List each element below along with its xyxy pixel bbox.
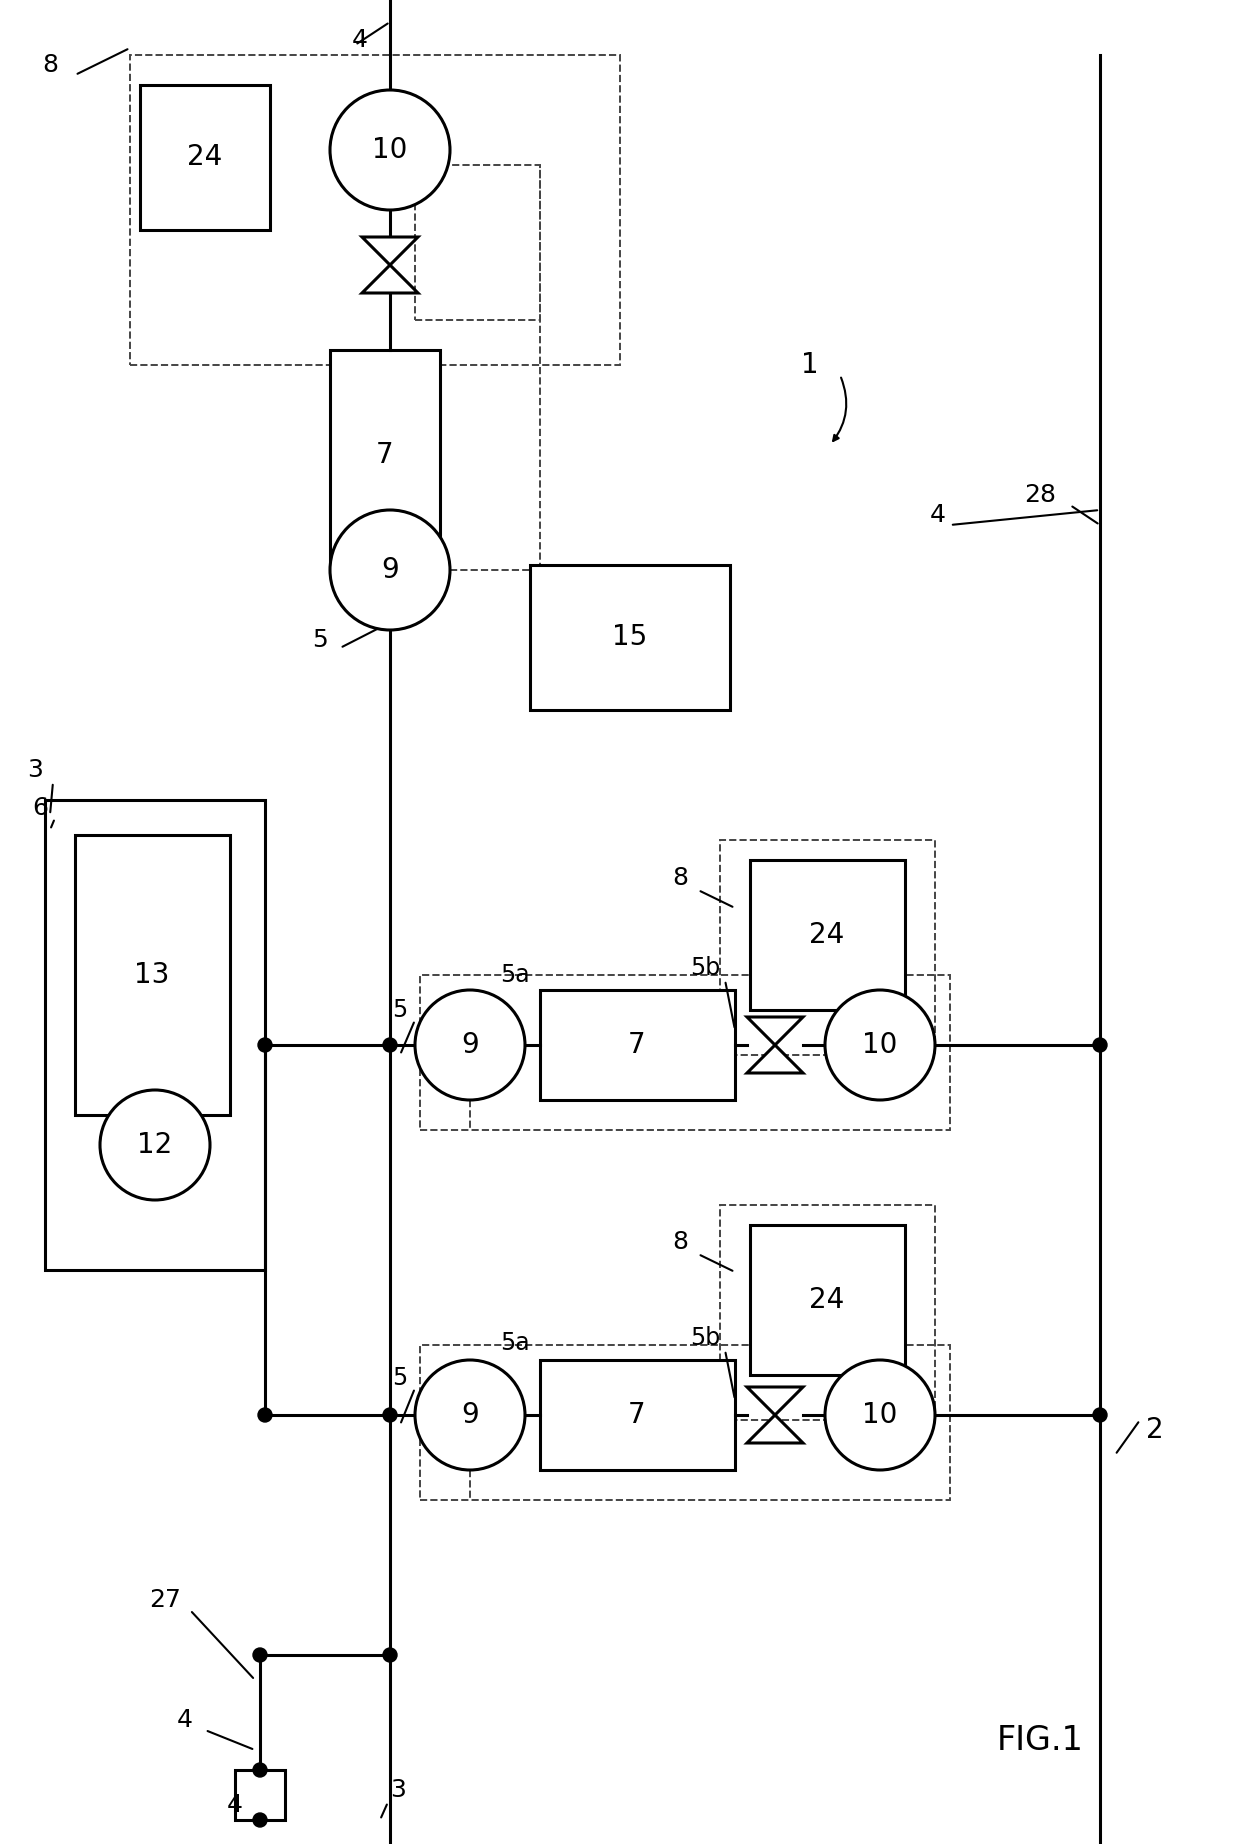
Bar [750, 1224, 905, 1376]
Circle shape [100, 1090, 210, 1200]
Circle shape [330, 511, 450, 631]
Text: 5b: 5b [689, 1326, 720, 1350]
Circle shape [1092, 1038, 1107, 1051]
Text: 10: 10 [372, 136, 408, 164]
Polygon shape [362, 266, 418, 293]
Circle shape [330, 90, 450, 210]
Text: 8: 8 [672, 1230, 688, 1254]
Text: 10: 10 [862, 1401, 898, 1429]
Circle shape [415, 990, 525, 1101]
Text: 7: 7 [629, 1031, 646, 1058]
Bar [539, 1361, 735, 1470]
Text: 4: 4 [352, 28, 368, 52]
Bar [74, 835, 229, 1116]
Text: 8: 8 [42, 53, 58, 77]
Text: 6: 6 [32, 797, 48, 821]
Text: 9: 9 [381, 557, 399, 585]
Text: 5: 5 [312, 629, 327, 653]
Text: 24: 24 [810, 1285, 844, 1315]
Circle shape [825, 1361, 935, 1470]
Text: 12: 12 [138, 1130, 172, 1160]
Polygon shape [746, 1046, 804, 1073]
Bar [720, 1204, 935, 1420]
Text: 5b: 5b [689, 955, 720, 979]
Text: 8: 8 [672, 867, 688, 891]
Bar [236, 1770, 285, 1820]
Polygon shape [362, 238, 418, 266]
Circle shape [415, 1361, 525, 1470]
Text: 3: 3 [27, 758, 43, 782]
Circle shape [253, 1649, 267, 1661]
Text: 5a: 5a [500, 963, 529, 987]
Text: 1: 1 [801, 350, 818, 380]
Circle shape [253, 1813, 267, 1827]
Text: 24: 24 [810, 920, 844, 950]
Text: 5: 5 [392, 1366, 408, 1390]
Text: 7: 7 [376, 441, 394, 468]
Bar [420, 1344, 950, 1499]
Text: 9: 9 [461, 1031, 479, 1058]
Text: 2: 2 [1146, 1416, 1164, 1444]
Text: 24: 24 [187, 144, 223, 171]
Circle shape [383, 1038, 397, 1051]
Circle shape [383, 1649, 397, 1661]
Circle shape [383, 1409, 397, 1422]
Bar [415, 164, 539, 321]
Text: 10: 10 [862, 1031, 898, 1058]
Circle shape [258, 1409, 272, 1422]
Text: 7: 7 [629, 1401, 646, 1429]
Bar [130, 55, 620, 365]
Text: FIG.1: FIG.1 [997, 1724, 1084, 1757]
Text: 4: 4 [177, 1708, 193, 1732]
Text: 27: 27 [149, 1588, 181, 1612]
Text: 13: 13 [134, 961, 170, 988]
Circle shape [258, 1038, 272, 1051]
Text: 15: 15 [613, 623, 647, 651]
Text: 4: 4 [930, 503, 946, 527]
Text: 3: 3 [391, 1778, 405, 1802]
Bar [539, 990, 735, 1101]
Bar [140, 85, 270, 230]
Polygon shape [746, 1387, 804, 1414]
Text: 4: 4 [227, 1792, 243, 1816]
Text: 5: 5 [392, 998, 408, 1022]
Circle shape [825, 990, 935, 1101]
Bar [45, 800, 265, 1271]
Bar [420, 975, 950, 1130]
Text: 5a: 5a [500, 1331, 529, 1355]
Text: 9: 9 [461, 1401, 479, 1429]
Polygon shape [746, 1414, 804, 1444]
Bar [330, 350, 440, 561]
Bar [529, 564, 730, 710]
Polygon shape [746, 1018, 804, 1046]
Circle shape [1092, 1409, 1107, 1422]
Bar [750, 859, 905, 1011]
Bar [720, 841, 935, 1055]
Text: 28: 28 [1024, 483, 1056, 507]
Circle shape [253, 1763, 267, 1778]
